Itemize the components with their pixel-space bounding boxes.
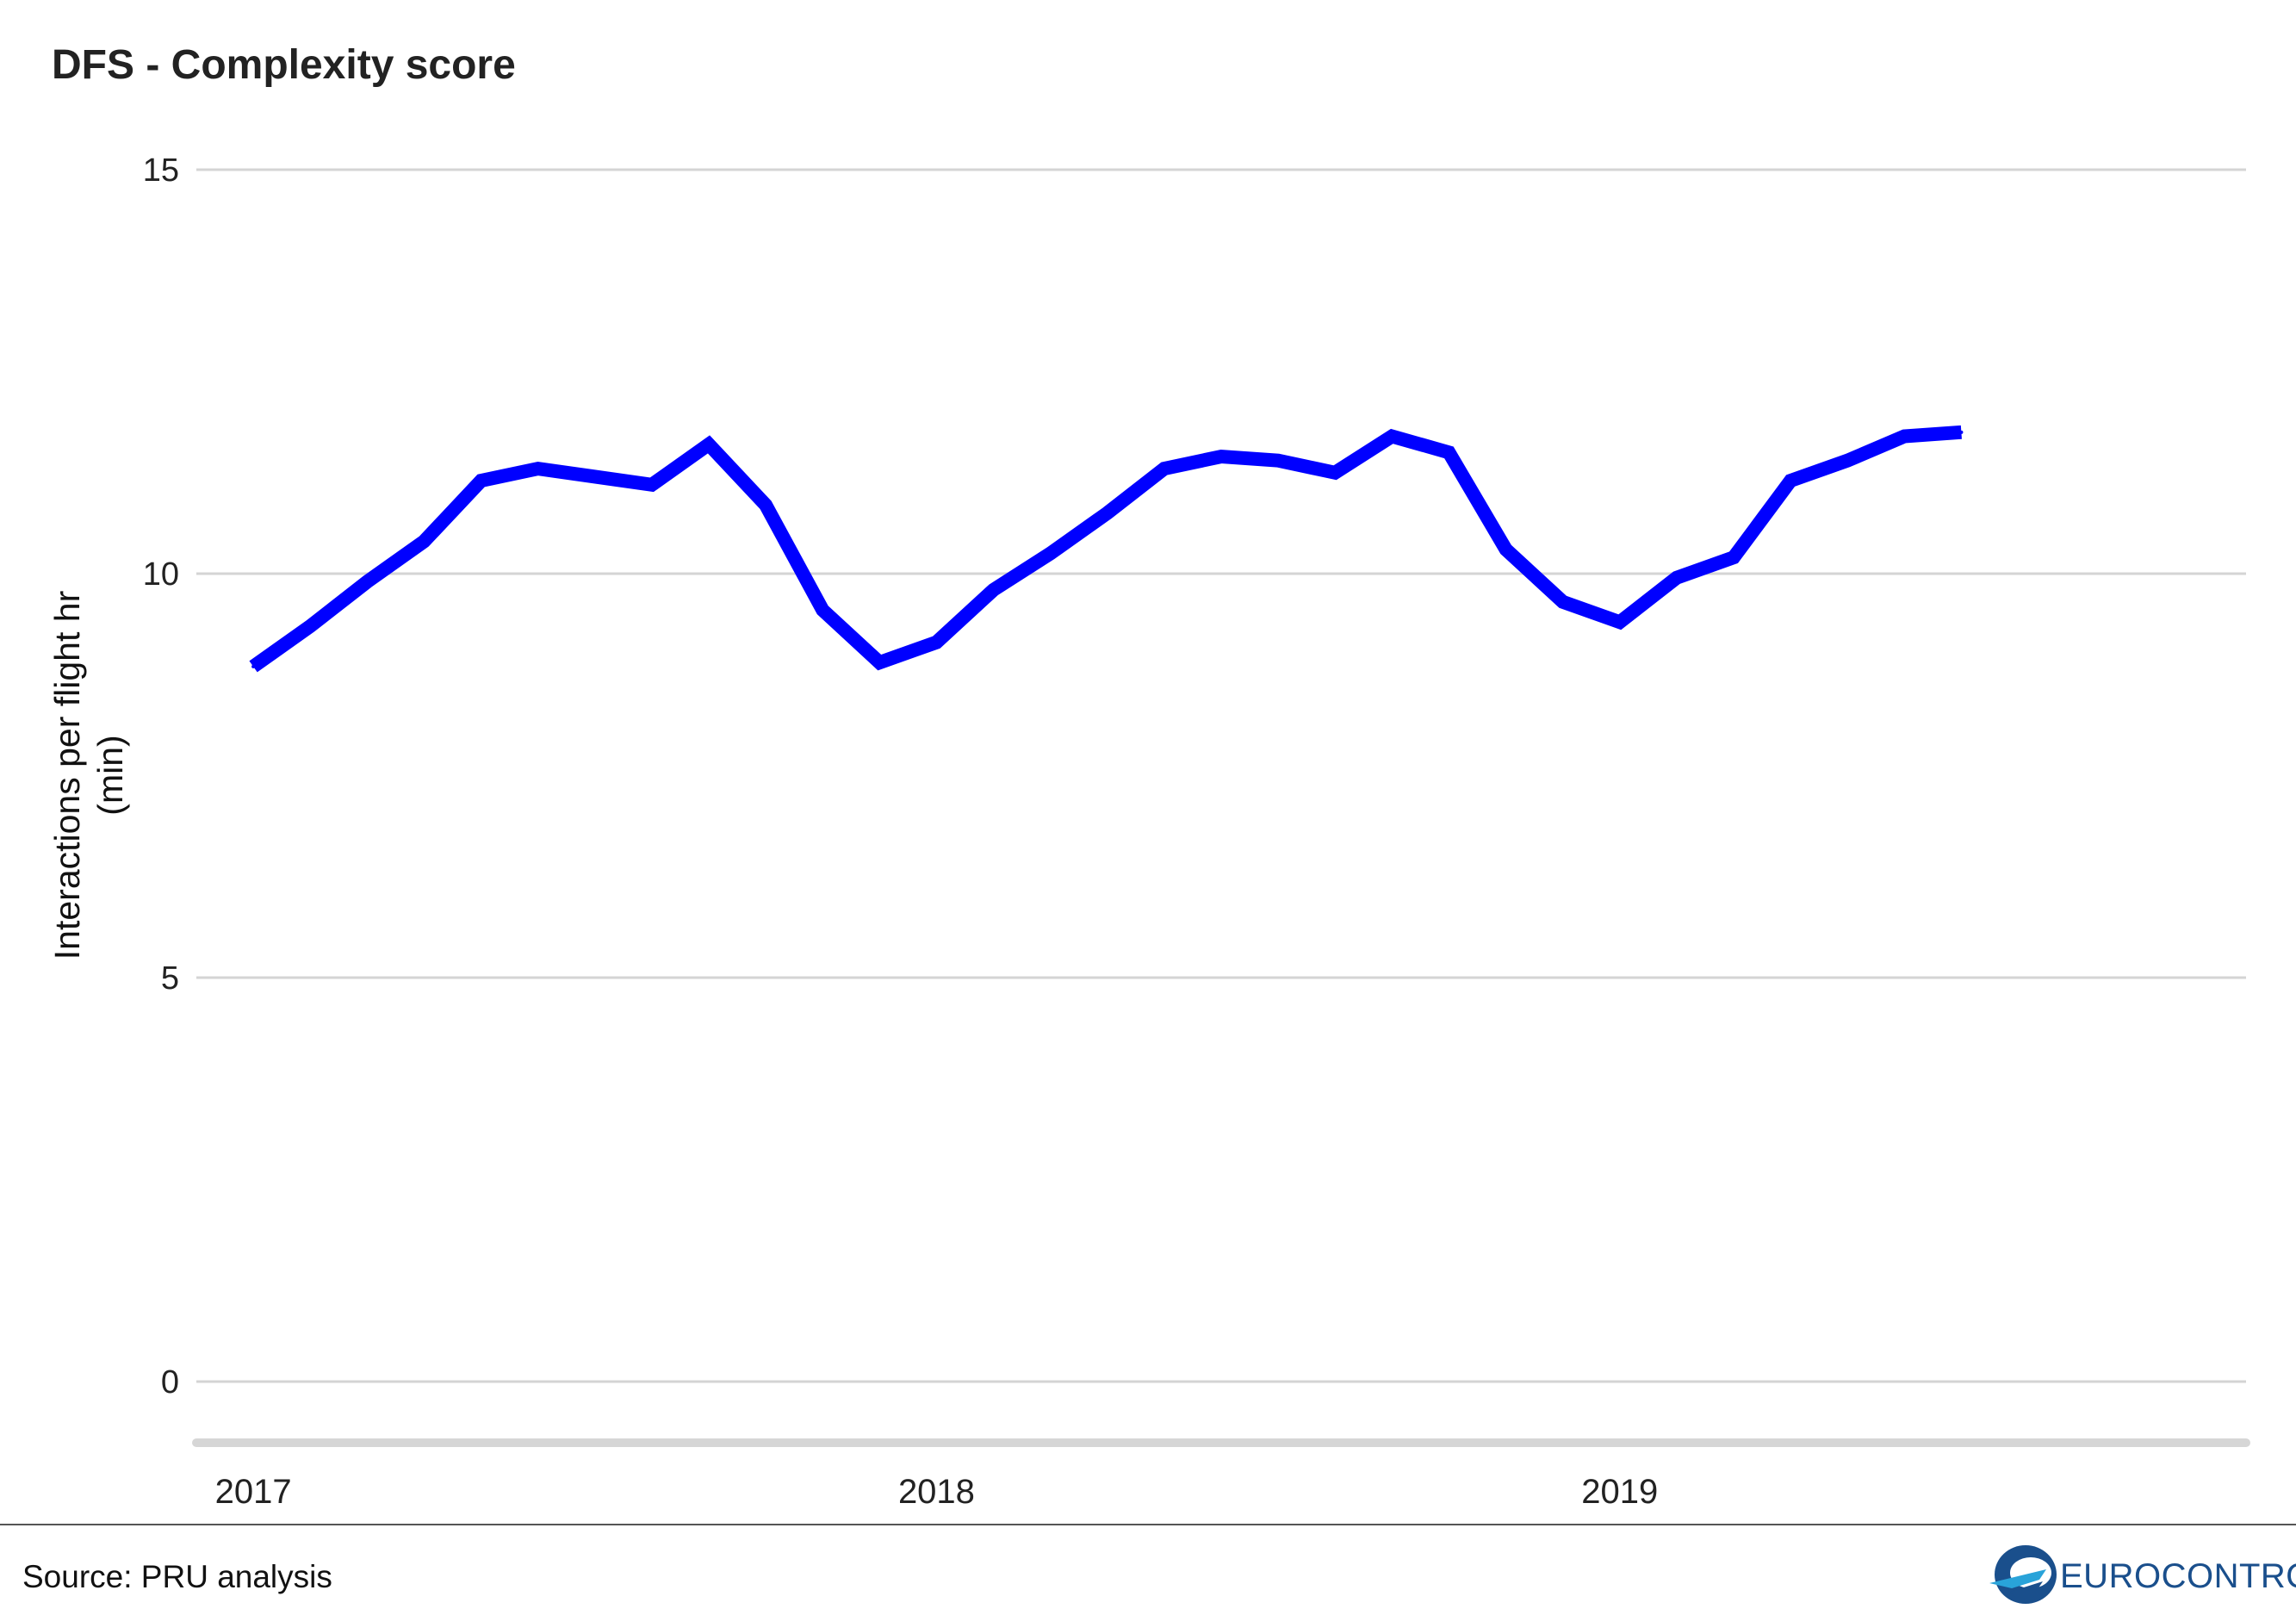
- x-tick-label: 2018: [898, 1473, 975, 1511]
- data-point: [308, 624, 313, 628]
- data-point: [536, 467, 540, 471]
- series-line: [249, 425, 1962, 673]
- gridlines: [196, 168, 2246, 1383]
- data-point: [479, 479, 483, 483]
- data-point: [1504, 547, 1508, 551]
- data-point: [422, 539, 426, 544]
- data-point: [1333, 470, 1337, 475]
- y-tick-label: 10: [143, 556, 179, 593]
- data-point: [1105, 511, 1109, 515]
- data-point: [365, 580, 369, 584]
- y-axis-label: Interactions per flight hr(min): [47, 591, 130, 960]
- chart-title: DFS - Complexity score: [52, 42, 516, 88]
- x-axis: 2017 2018 2019: [192, 1438, 2250, 1511]
- y-axis-label-line: (min): [90, 735, 130, 815]
- data-point: [593, 475, 597, 479]
- eurocontrol-emblem-icon: [1989, 1545, 2057, 1604]
- data-point: [1162, 467, 1166, 471]
- data-point: [821, 608, 825, 612]
- data-point: [707, 442, 711, 446]
- logo-wordmark: EUROCONTROL: [2060, 1557, 2296, 1595]
- data-point: [764, 503, 768, 507]
- source-note: Source: PRU analysis: [22, 1559, 332, 1594]
- data-point: [934, 640, 939, 644]
- data-point: [878, 661, 882, 665]
- data-point: [251, 664, 256, 668]
- y-axis-label-line: Interactions per flight hr: [47, 591, 87, 960]
- eurocontrol-logo: EUROCONTROL: [1986, 1538, 2296, 1611]
- y-tick-label: 0: [161, 1364, 179, 1401]
- footer-divider: [0, 1524, 2296, 1525]
- data-point: [1789, 479, 1793, 483]
- data-point: [1902, 434, 1907, 438]
- data-point: [649, 482, 654, 487]
- data-point: [1447, 450, 1451, 455]
- y-axis: 0 5 10 15: [143, 152, 179, 1401]
- y-tick-label: 5: [161, 960, 179, 997]
- data-point: [1390, 434, 1394, 438]
- data-point: [1048, 551, 1052, 556]
- data-point: [1674, 575, 1679, 580]
- x-tick-label: 2017: [215, 1473, 292, 1511]
- data-point: [1959, 430, 1964, 434]
- series: [249, 425, 1964, 673]
- data-point: [1846, 458, 1850, 463]
- data-point: [1732, 556, 1735, 560]
- data-point: [1219, 454, 1223, 458]
- y-axis-title: Interactions per flight hr(min): [47, 591, 130, 960]
- data-point: [1276, 458, 1281, 463]
- x-tick-label: 2019: [1581, 1473, 1658, 1511]
- data-point: [991, 587, 996, 592]
- data-point: [1617, 620, 1622, 624]
- line-chart: 0 5 10 15 2017 2018 2019 Interactions per fli…: [47, 152, 2250, 1511]
- y-tick-label: 15: [143, 152, 179, 189]
- data-point: [1561, 599, 1565, 604]
